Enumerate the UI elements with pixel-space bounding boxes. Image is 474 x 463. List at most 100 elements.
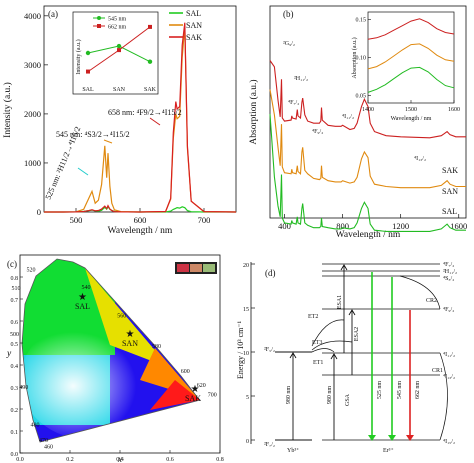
annotation-658nm: 658 nm: ⁴F9/2→⁴I15/2 <box>108 108 182 117</box>
series-sak-abs-line <box>269 60 466 139</box>
y-tick-label: 15 <box>243 307 249 313</box>
energy-transfer-arrows <box>311 275 448 441</box>
panel-b-x-ticks: 400 800 1200 1600 <box>278 214 467 231</box>
wavelength-label-490: 490 <box>19 385 28 391</box>
cie-white-point <box>22 320 160 440</box>
wavelength-label-480: 480 <box>31 422 40 428</box>
panel-a: (a) Intensity (a.u.) Wavelength / nm 0 10… <box>2 5 237 236</box>
inset-a-plot: 545 nm 662 nm SAL SAN SAK <box>82 16 157 93</box>
label-4F7/2: ⁴F₇/₂ <box>288 100 299 106</box>
panel-c-x-ticks: 0.0 0.2 0.4 0.6 0.8 <box>16 450 224 463</box>
y-tick-label: 0.6 <box>11 320 19 326</box>
panel-d-label: (d) <box>265 268 276 278</box>
emission-525-head <box>368 435 376 441</box>
arrow-525 <box>77 167 89 176</box>
wavelength-label-560: 560 <box>117 314 126 320</box>
inset-b-y-tick-label: 0.05 <box>356 93 367 99</box>
cie-band-yellow <box>85 268 170 368</box>
label-980nm-er: 980 nm <box>327 386 333 405</box>
label-545nm: 545 nm <box>397 381 403 400</box>
er-level-labels: ⁴F₇/₂ ²H₁₁/₂ ⁴S₃/₂ ⁴F₉/₂ ⁴I₁₁/₂ ⁴I₁₃/₂ ⁴… <box>383 262 457 454</box>
series-san-line <box>44 26 237 213</box>
y-tick-label: 0.8 <box>11 276 19 282</box>
y-tick-label: 10 <box>243 351 249 357</box>
y-tick-label: 4000 <box>24 11 41 21</box>
cie-gamut <box>22 259 200 442</box>
inset-a-category-label: SAN <box>113 87 126 93</box>
label-esa1: ESA1 <box>337 295 343 309</box>
panel-a-ylabel: Intensity (a.u.) <box>2 82 13 138</box>
er-ion-label: Er³⁺ <box>383 447 394 454</box>
panel-d-ylabel: Energy / 10³ cm⁻¹ <box>236 320 245 379</box>
panel-b-inset: Absorption (a.u.) Wavelength / nm 1400 15… <box>351 11 460 122</box>
label-sak: SAK <box>442 166 458 175</box>
inset-a-legend-marker <box>97 16 101 20</box>
inset-a-legend-marker <box>97 24 101 28</box>
panel-c-ylabel: y <box>6 349 12 359</box>
er-label-4s32: ⁴S₃/₂ <box>443 276 454 282</box>
panel-b-series <box>269 60 466 232</box>
wavelength-label-580: 580 <box>152 344 161 350</box>
wavelength-label-540: 540 <box>82 285 91 291</box>
inset-b-x-tick-label: 1600 <box>448 107 460 113</box>
inset-a-category-label: SAK <box>144 87 157 93</box>
panel-a-legend: SAL SAN SAK <box>169 9 202 42</box>
arrow-545 <box>103 139 113 144</box>
panel-d-y-ticks: 0 5 10 15 20 <box>243 263 255 445</box>
y-tick-label: 3000 <box>24 60 41 70</box>
x-tick-label: 0.4 <box>116 457 124 463</box>
inset-a-marker <box>148 24 152 29</box>
wavelength-label-520: 520 <box>27 268 36 274</box>
label-cr1: CR1 <box>432 368 443 374</box>
y-tick-label: 0 <box>37 207 41 217</box>
panel-c-xlabel: x <box>117 455 123 463</box>
yb-ion-label: Yb³⁺ <box>287 447 299 454</box>
er-levels <box>322 263 440 441</box>
point-label-sal: SAL <box>75 302 90 311</box>
series-sak-line <box>44 22 237 213</box>
cie-photo-inset <box>175 262 217 274</box>
panel-d: (d) Energy / 10³ cm⁻¹ 0 5 10 15 20 ²F₅/₂ ²F₇… <box>236 262 457 454</box>
inset-a-marker <box>117 48 121 53</box>
panel-b: (b) Absorption (a.u.) Wavelength / nm 40… <box>248 5 467 240</box>
inset-b-line-sal <box>367 66 455 93</box>
esa1-arrowhead <box>340 264 348 271</box>
x-tick-label: 0.8 <box>216 457 224 463</box>
inset-b-line-sak <box>367 18 455 40</box>
cie-band-red <box>150 380 200 410</box>
y-tick-label: 20 <box>243 263 249 269</box>
inset-a-legend-label: 662 nm <box>108 25 127 31</box>
wavelength-label-620: 620 <box>197 383 206 389</box>
label-2H11/2: ²H₁₁/₂ <box>294 76 308 82</box>
er-label-2h112: ²H₁₁/₂ <box>443 269 457 275</box>
y-tick-label: 0.4 <box>11 364 19 370</box>
cie-locus-outline <box>21 258 201 443</box>
cr1-path <box>439 352 448 441</box>
annotation-545nm: 545 nm: ⁴S3/2→⁴I15/2 <box>56 130 130 139</box>
label-et1: ET1 <box>313 360 323 366</box>
label-san: SAN <box>442 187 458 196</box>
inset-b-ylabel: Absorption (a.u.) <box>351 37 358 78</box>
inset-b-x-tick-label: 1400 <box>362 107 374 113</box>
x-tick-label: 600 <box>134 215 147 225</box>
series-san-abs-line <box>269 89 466 189</box>
panel-a-x-ticks: 500 600 700 <box>70 208 210 225</box>
y-tick-label: 2000 <box>24 109 41 119</box>
y-tick-label: 0 <box>246 439 249 445</box>
panel-a-xlabel: Wavelength / nm <box>108 226 173 236</box>
panel-b-ylabel: Absorption (a.u.) <box>248 79 259 144</box>
inset-a-marker <box>116 43 122 49</box>
x-tick-label: 400 <box>278 221 291 231</box>
yb-upper-label: ²F₅/₂ <box>264 347 275 353</box>
inset-a-marker <box>85 50 91 56</box>
inset-b-frame <box>367 11 455 104</box>
wavelength-label-600: 600 <box>181 369 190 375</box>
inset-b-line-san <box>367 43 455 70</box>
photo-red <box>177 264 189 272</box>
panel-a-series <box>44 22 237 213</box>
label-4I11/2: ⁴I₁₁/₂ <box>342 114 354 120</box>
label-525nm: 525 nm <box>377 381 383 400</box>
x-tick-label: 0.0 <box>16 457 24 463</box>
